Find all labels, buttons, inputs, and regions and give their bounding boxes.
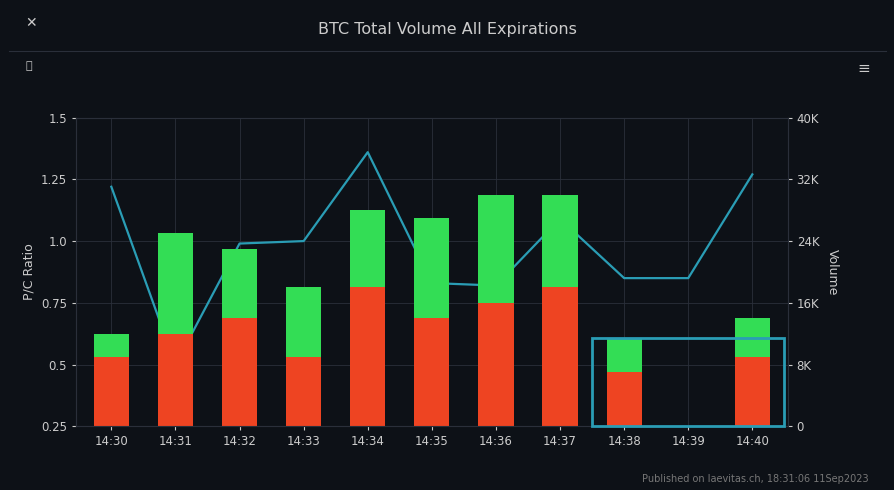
Bar [734, 318, 769, 357]
Bar [414, 218, 449, 318]
Text: ✕: ✕ [25, 16, 37, 30]
Bar [94, 334, 129, 357]
Bar [157, 334, 193, 426]
Bar [157, 233, 193, 334]
Bar [542, 287, 577, 426]
Y-axis label: Volume: Volume [825, 249, 838, 295]
Text: BTC Total Volume All Expirations: BTC Total Volume All Expirations [317, 22, 577, 37]
Bar [94, 357, 129, 426]
Bar [350, 210, 385, 287]
Bar [222, 249, 257, 318]
Text: ≡: ≡ [856, 61, 869, 76]
Bar [606, 372, 641, 426]
Bar [414, 318, 449, 426]
Bar [477, 303, 513, 426]
Bar [592, 338, 783, 426]
Y-axis label: P/C Ratio: P/C Ratio [22, 244, 36, 300]
Bar [477, 195, 513, 303]
Bar [222, 318, 257, 426]
Bar [734, 357, 769, 426]
Bar [606, 338, 641, 372]
Text: Published on laevitas.ch, 18:31:06 11Sep2023: Published on laevitas.ch, 18:31:06 11Sep… [641, 474, 867, 484]
Text: 🔖: 🔖 [25, 61, 31, 71]
Bar [286, 287, 321, 357]
Bar [542, 195, 577, 287]
Bar [286, 357, 321, 426]
Bar [350, 287, 385, 426]
